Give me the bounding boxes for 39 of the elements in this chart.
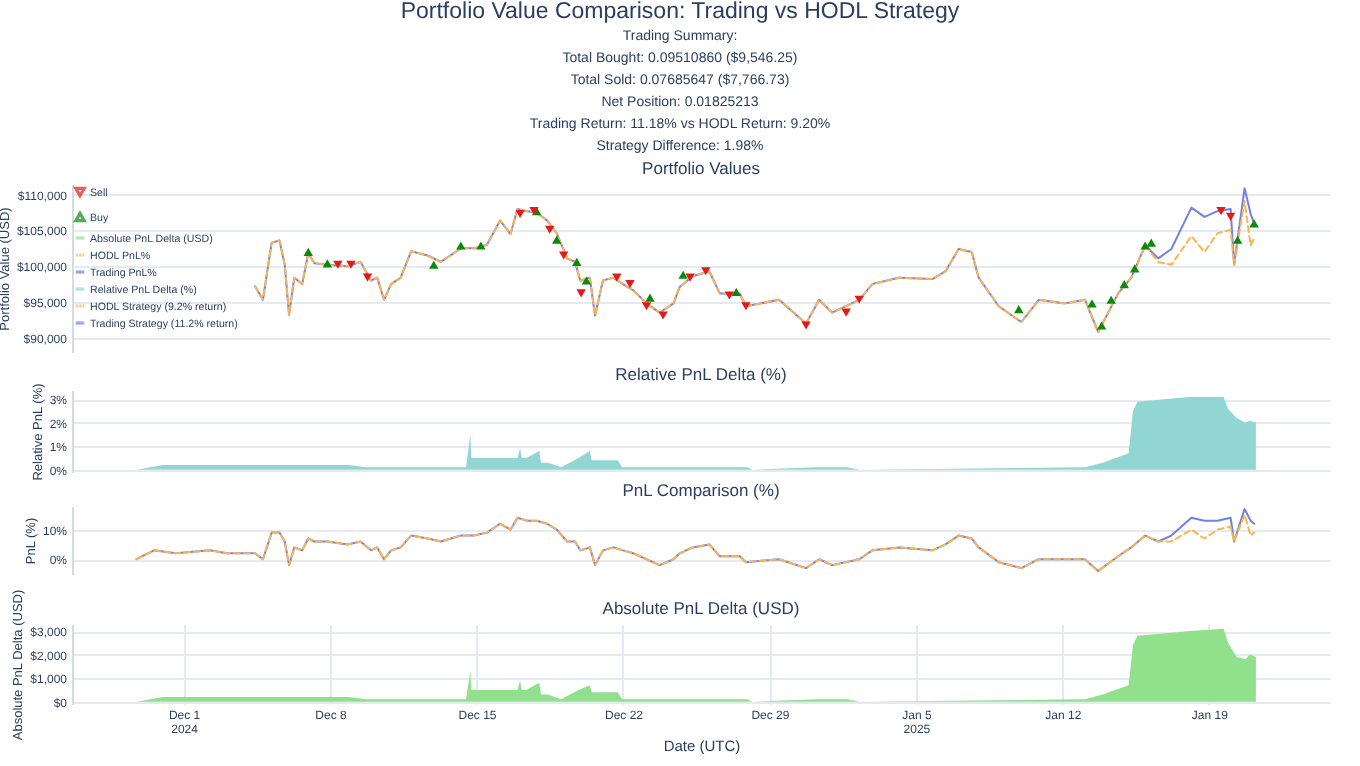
point <box>801 321 811 330</box>
point <box>572 257 582 266</box>
text: Relative PnL Delta (%) <box>613 362 789 386</box>
point <box>701 267 711 276</box>
point <box>303 247 313 256</box>
point <box>429 260 439 269</box>
point <box>678 270 688 279</box>
point <box>1140 241 1150 250</box>
point <box>854 295 864 304</box>
point <box>1232 235 1243 244</box>
point <box>1096 321 1107 330</box>
point <box>658 311 668 320</box>
point <box>476 241 486 250</box>
point <box>625 280 635 289</box>
point <box>333 260 343 269</box>
point <box>559 251 569 260</box>
point <box>552 235 562 244</box>
point <box>515 209 525 219</box>
point <box>1106 295 1116 304</box>
point <box>1225 212 1236 221</box>
chart-title: PnL Comparison (%) <box>620 478 782 502</box>
point <box>581 276 592 285</box>
point <box>1119 280 1129 289</box>
point <box>741 302 751 311</box>
chart-title: Portfolio Values <box>640 156 762 180</box>
point <box>1014 305 1024 314</box>
point <box>456 241 466 250</box>
point <box>1146 238 1156 247</box>
text: Portfolio Value Comparison: Trading vs HODL Strategy <box>398 0 962 26</box>
point <box>1216 207 1226 216</box>
point <box>576 289 586 298</box>
point <box>346 260 356 269</box>
point <box>645 293 655 302</box>
point <box>724 291 735 300</box>
point <box>731 287 741 297</box>
point <box>322 259 333 268</box>
text: Absolute PnL Delta (USD) <box>600 596 802 620</box>
point <box>362 273 373 282</box>
point <box>641 302 652 311</box>
